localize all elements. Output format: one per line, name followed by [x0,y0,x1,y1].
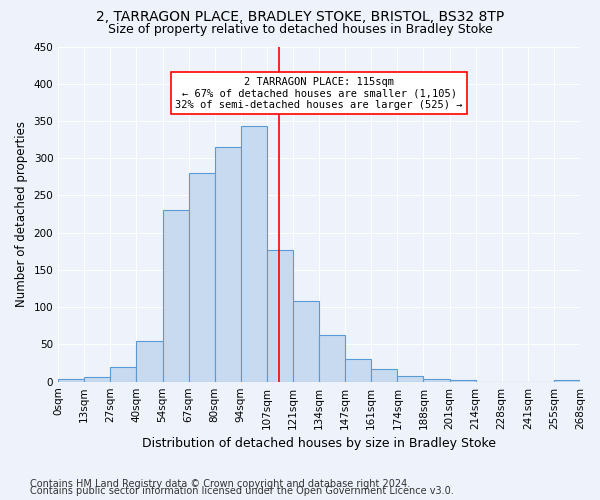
Text: 2, TARRAGON PLACE, BRADLEY STOKE, BRISTOL, BS32 8TP: 2, TARRAGON PLACE, BRADLEY STOKE, BRISTO… [96,10,504,24]
Bar [319,335,345,382]
Text: Contains HM Land Registry data © Crown copyright and database right 2024.: Contains HM Land Registry data © Crown c… [30,479,410,489]
Y-axis label: Number of detached properties: Number of detached properties [15,121,28,307]
Bar [397,376,424,382]
Bar [110,367,136,382]
Bar [241,126,267,382]
Bar [345,360,371,382]
Text: Contains public sector information licensed under the Open Government Licence v3: Contains public sector information licen… [30,486,454,496]
Bar [215,147,241,382]
X-axis label: Distribution of detached houses by size in Bradley Stoke: Distribution of detached houses by size … [142,437,496,450]
Text: 2 TARRAGON PLACE: 115sqm
← 67% of detached houses are smaller (1,105)
32% of sem: 2 TARRAGON PLACE: 115sqm ← 67% of detach… [175,76,463,110]
Bar [58,380,84,382]
Bar [84,377,110,382]
Bar [554,380,580,382]
Bar [188,173,215,382]
Bar [449,380,476,382]
Bar [371,369,397,382]
Bar [267,250,293,382]
Bar [293,301,319,382]
Bar [163,210,188,382]
Bar [424,378,449,382]
Bar [136,342,163,382]
Text: Size of property relative to detached houses in Bradley Stoke: Size of property relative to detached ho… [107,22,493,36]
